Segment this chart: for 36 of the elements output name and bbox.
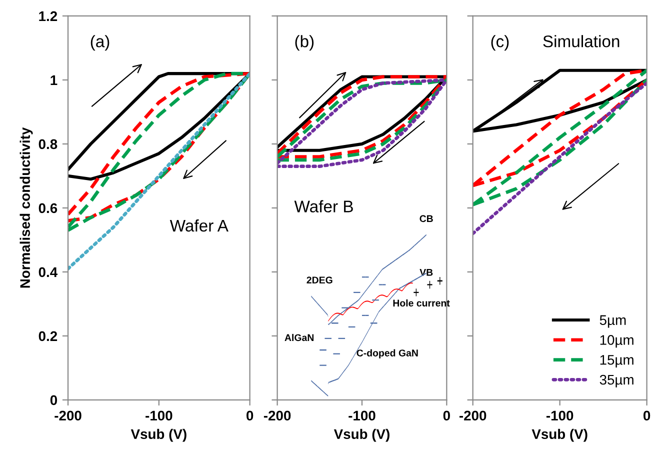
y-tick-label: 0.2 — [38, 331, 58, 342]
annotation: (c) — [491, 35, 509, 51]
y-tick-label: 1 — [50, 75, 58, 85]
annotation: CB — [420, 215, 433, 222]
y-tick-label: 0.8 — [38, 139, 58, 150]
x-tick-label: 0 — [246, 410, 254, 421]
annotation: Hole current — [393, 299, 450, 307]
x-tick-label: 0 — [643, 410, 650, 421]
x-tick-label: -100 — [146, 410, 172, 421]
annotation: VB — [420, 269, 433, 276]
y-tick-label: 0.6 — [38, 203, 58, 214]
legend-label: 10µm — [600, 335, 634, 348]
annotation: Wafer A — [170, 219, 228, 232]
legend-label: 5µm — [600, 315, 626, 328]
annotation: (b) — [295, 35, 314, 51]
x-axis-title: Vsub (V) — [334, 428, 390, 442]
annotation: 2DEG — [306, 276, 332, 284]
x-tick-label: -200 — [264, 410, 291, 421]
y-tick-label: 0.4 — [38, 267, 58, 278]
annotation: (a) — [90, 35, 110, 51]
x-tick-label: -100 — [348, 410, 376, 421]
x-tick-label: 0 — [443, 410, 450, 421]
x-axis-title: Vsub (V) — [130, 428, 186, 442]
annotation: AlGaN — [284, 334, 314, 342]
x-tick-label: -200 — [54, 410, 82, 421]
y-axis-title: Normalised conductivity — [20, 127, 33, 288]
legend-label: 15µm — [600, 355, 634, 368]
annotation: Wafer B — [294, 200, 353, 212]
legend-label: 35µm — [600, 374, 634, 388]
annotation: C-doped GaN — [356, 349, 418, 358]
y-tick-label: 0 — [50, 395, 58, 406]
x-axis-title: Vsub (V) — [532, 428, 588, 442]
x-tick-label: -100 — [546, 410, 574, 421]
annotation: Simulation — [543, 35, 620, 48]
y-tick-label: 1.2 — [39, 11, 58, 21]
x-tick-label: -200 — [459, 410, 486, 421]
